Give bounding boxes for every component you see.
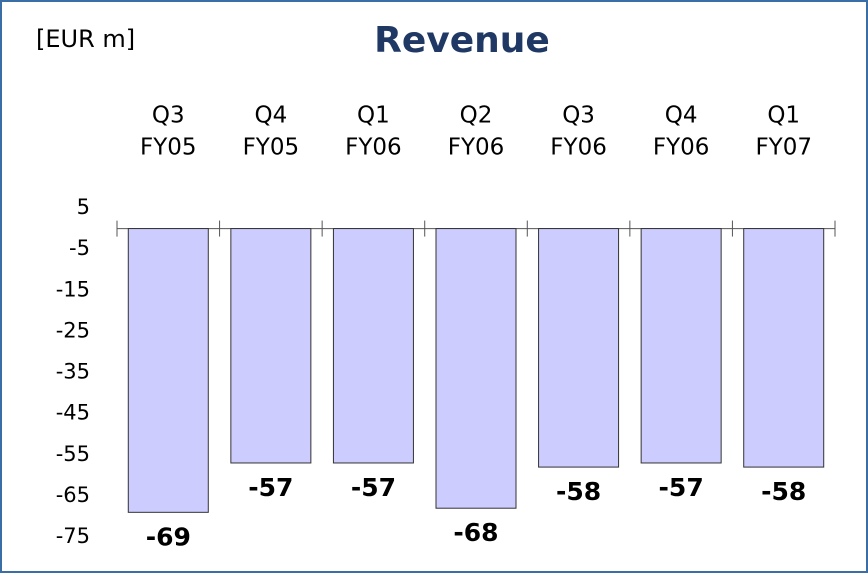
x-tick-label: Q1: [357, 103, 390, 129]
x-tick-label: Q3: [152, 103, 185, 129]
x-tick-label: FY06: [345, 135, 402, 161]
bar: [435, 228, 517, 509]
y-tick-label: -65: [56, 483, 90, 507]
x-tick-label: Q2: [460, 103, 493, 129]
x-tick-label: FY05: [243, 135, 300, 161]
bar: [230, 228, 312, 464]
y-tick-label: -55: [56, 442, 90, 466]
x-tick-label: Q4: [254, 103, 287, 129]
value-label: -58: [556, 477, 601, 506]
bar: [127, 228, 209, 513]
chart-title: Revenue: [374, 20, 550, 61]
x-tick-label: Q3: [562, 103, 595, 129]
value-label: -58: [761, 477, 806, 506]
y-tick-label: -75: [56, 524, 90, 548]
y-tick-label: -25: [56, 318, 90, 342]
x-tick-label: FY05: [140, 135, 197, 161]
y-tick-label: -35: [56, 360, 90, 384]
bar: [640, 228, 722, 464]
x-tick-label: FY07: [755, 135, 812, 161]
x-tick-label: FY06: [550, 135, 607, 161]
x-tick-label: FY06: [448, 135, 505, 161]
x-tick-label: Q4: [665, 103, 698, 129]
bar: [743, 228, 825, 468]
y-tick-label: -45: [56, 401, 90, 425]
value-label: -69: [146, 522, 191, 551]
bar: [332, 228, 414, 464]
y-tick-label: -15: [56, 277, 90, 301]
value-label: -57: [351, 473, 396, 502]
bar: [538, 228, 620, 468]
x-tick-label: FY06: [653, 135, 710, 161]
y-tick-label: 5: [77, 195, 90, 219]
value-label: -68: [453, 518, 498, 547]
y-tick-label: -5: [69, 236, 90, 260]
value-label: -57: [659, 473, 704, 502]
x-tick-label: Q1: [767, 103, 800, 129]
unit-label: [EUR m]: [36, 25, 135, 53]
value-label: -57: [248, 473, 293, 502]
